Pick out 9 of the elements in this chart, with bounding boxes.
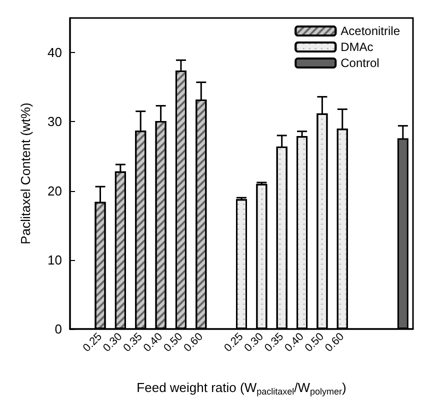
y-tick-label: 30 bbox=[48, 114, 62, 130]
y-tick-label: 10 bbox=[48, 252, 62, 268]
y-tick-label: 0 bbox=[54, 322, 62, 336]
y-axis-title: Paclitaxel Content (wt%) bbox=[18, 102, 33, 244]
legend-label: DMAc bbox=[340, 40, 374, 54]
legend-label: Control bbox=[340, 56, 380, 70]
legend-label: Acetonitrile bbox=[340, 24, 400, 38]
y-tick-label: 20 bbox=[48, 183, 62, 198]
y-tick-label: 40 bbox=[48, 45, 62, 60]
